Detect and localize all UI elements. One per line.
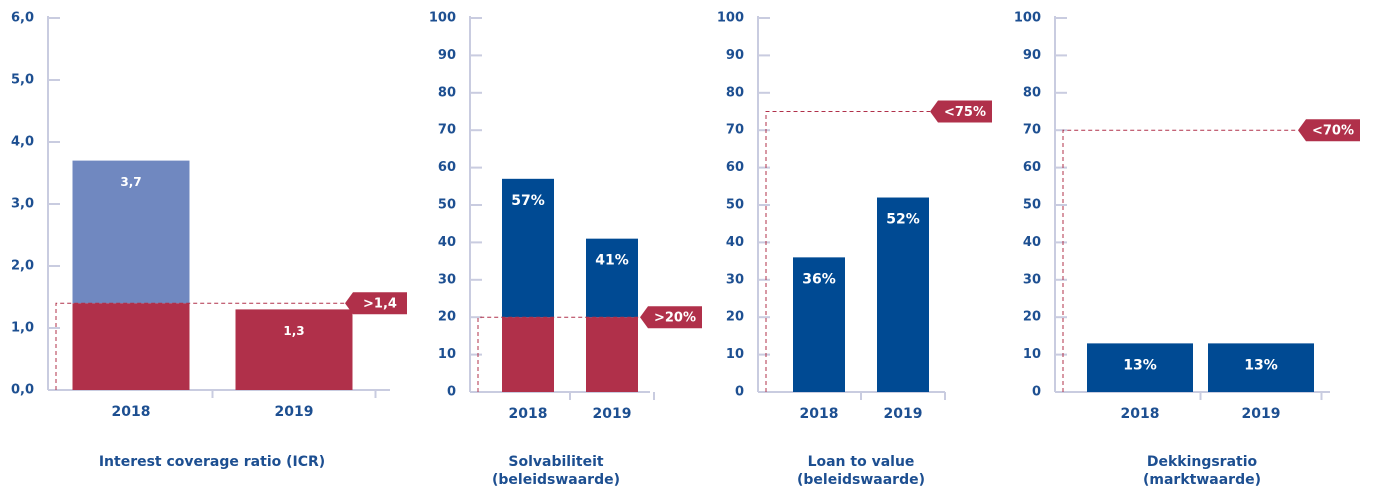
threshold-tag — [640, 306, 702, 329]
y-tick-label: 10 — [1023, 347, 1041, 362]
y-tick-label: 2,0 — [11, 259, 34, 274]
bar-above-threshold — [72, 160, 190, 304]
x-tick-label: 2018 — [509, 406, 548, 422]
threshold-tag — [1298, 119, 1360, 142]
threshold-line — [765, 111, 930, 392]
y-tick-label: 70 — [726, 123, 744, 138]
chart-title: (beleidswaarde) — [492, 472, 620, 488]
x-tick-label: 2019 — [884, 406, 923, 422]
value-label: 3,7 — [120, 175, 141, 189]
threshold-label: <70% — [1312, 124, 1354, 139]
threshold-line — [55, 302, 345, 390]
value-label: 36% — [802, 271, 836, 287]
bar-above-threshold — [586, 238, 638, 318]
y-tick-label: 80 — [438, 85, 456, 100]
y-tick-label: 20 — [726, 310, 744, 325]
y-tick-label: 10 — [438, 347, 456, 362]
threshold-label: <75% — [944, 105, 986, 120]
y-tick-label: 60 — [438, 160, 456, 175]
y-tick-label: 90 — [438, 48, 456, 63]
threshold-line — [1062, 129, 1298, 392]
value-label: 52% — [886, 212, 920, 228]
chart-title: (marktwaarde) — [1143, 472, 1261, 488]
y-tick-label: 80 — [1023, 85, 1041, 100]
x-tick-label: 2019 — [593, 406, 632, 422]
value-label: 13% — [1244, 357, 1278, 373]
bar-below-threshold — [235, 309, 353, 390]
chart-title: Dekkingsratio — [1147, 454, 1258, 470]
bar-below-threshold — [586, 317, 638, 392]
threshold-tag — [930, 100, 992, 123]
y-tick-label: 5,0 — [11, 73, 34, 88]
y-tick-label: 60 — [1023, 160, 1041, 175]
y-tick-label: 40 — [438, 235, 456, 250]
y-tick-label: 40 — [726, 235, 744, 250]
x-tick-label: 2019 — [1242, 406, 1281, 422]
value-label: 13% — [1123, 357, 1157, 373]
y-tick-label: 30 — [1023, 272, 1041, 287]
bar-below-threshold — [502, 317, 554, 392]
y-tick-label: 70 — [438, 123, 456, 138]
y-tick-label: 20 — [438, 310, 456, 325]
y-tick-label: 0 — [447, 385, 456, 400]
y-tick-label: 70 — [1023, 123, 1041, 138]
threshold-line — [477, 316, 640, 392]
y-tick-label: 50 — [438, 198, 456, 213]
y-tick-label: 100 — [429, 11, 456, 26]
y-tick-label: 0 — [735, 385, 744, 400]
y-tick-label: 40 — [1023, 235, 1041, 250]
y-tick-label: 90 — [1023, 48, 1041, 63]
y-tick-label: 100 — [717, 11, 744, 26]
bar — [793, 257, 845, 392]
chart-title: Loan to value — [808, 454, 915, 470]
bar — [1087, 343, 1193, 392]
y-tick-label: 50 — [726, 198, 744, 213]
chart-title: Solvabiliteit — [508, 454, 603, 470]
y-tick-label: 100 — [1014, 11, 1041, 26]
y-tick-label: 60 — [726, 160, 744, 175]
value-label: 1,3 — [283, 324, 304, 338]
y-tick-label: 0,0 — [11, 383, 34, 398]
threshold-tag — [345, 292, 407, 315]
y-tick-label: 50 — [1023, 198, 1041, 213]
x-tick-label: 2018 — [112, 404, 151, 420]
bar-below-threshold — [72, 303, 190, 390]
y-tick-label: 3,0 — [11, 197, 34, 212]
x-tick-label: 2018 — [800, 406, 839, 422]
value-label: 57% — [511, 193, 545, 209]
y-tick-label: 90 — [726, 48, 744, 63]
y-tick-label: 6,0 — [11, 11, 34, 26]
y-tick-label: 80 — [726, 85, 744, 100]
y-tick-label: 0 — [1032, 385, 1041, 400]
chart-title: Interest coverage ratio (ICR) — [99, 454, 325, 470]
x-tick-label: 2019 — [275, 404, 314, 420]
y-tick-label: 30 — [726, 272, 744, 287]
y-tick-label: 30 — [438, 272, 456, 287]
bar — [877, 197, 929, 392]
threshold-label: >20% — [654, 311, 696, 326]
chart-title: (beleidswaarde) — [797, 472, 925, 488]
x-tick-label: 2018 — [1121, 406, 1160, 422]
bar — [1208, 343, 1314, 392]
bar-above-threshold — [502, 178, 554, 318]
value-label: 41% — [595, 253, 629, 269]
y-tick-label: 20 — [1023, 310, 1041, 325]
y-tick-label: 10 — [726, 347, 744, 362]
y-tick-label: 4,0 — [11, 135, 34, 150]
y-tick-label: 1,0 — [11, 321, 34, 336]
threshold-label: >1,4 — [363, 297, 397, 312]
